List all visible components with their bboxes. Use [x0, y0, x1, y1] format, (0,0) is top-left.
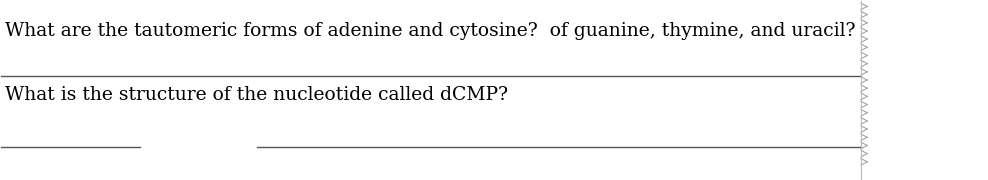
Text: What is the structure of the nucleotide called dCMP?: What is the structure of the nucleotide … [5, 86, 508, 104]
Text: What are the tautomeric forms of adenine and cytosine?  of guanine, thymine, and: What are the tautomeric forms of adenine… [5, 22, 856, 40]
